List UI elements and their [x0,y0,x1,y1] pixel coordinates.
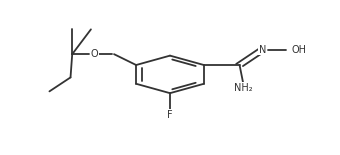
Text: NH₂: NH₂ [234,83,252,93]
Text: F: F [167,110,173,120]
Text: N: N [259,44,266,55]
Text: O: O [90,49,98,59]
Text: OH: OH [292,44,307,55]
